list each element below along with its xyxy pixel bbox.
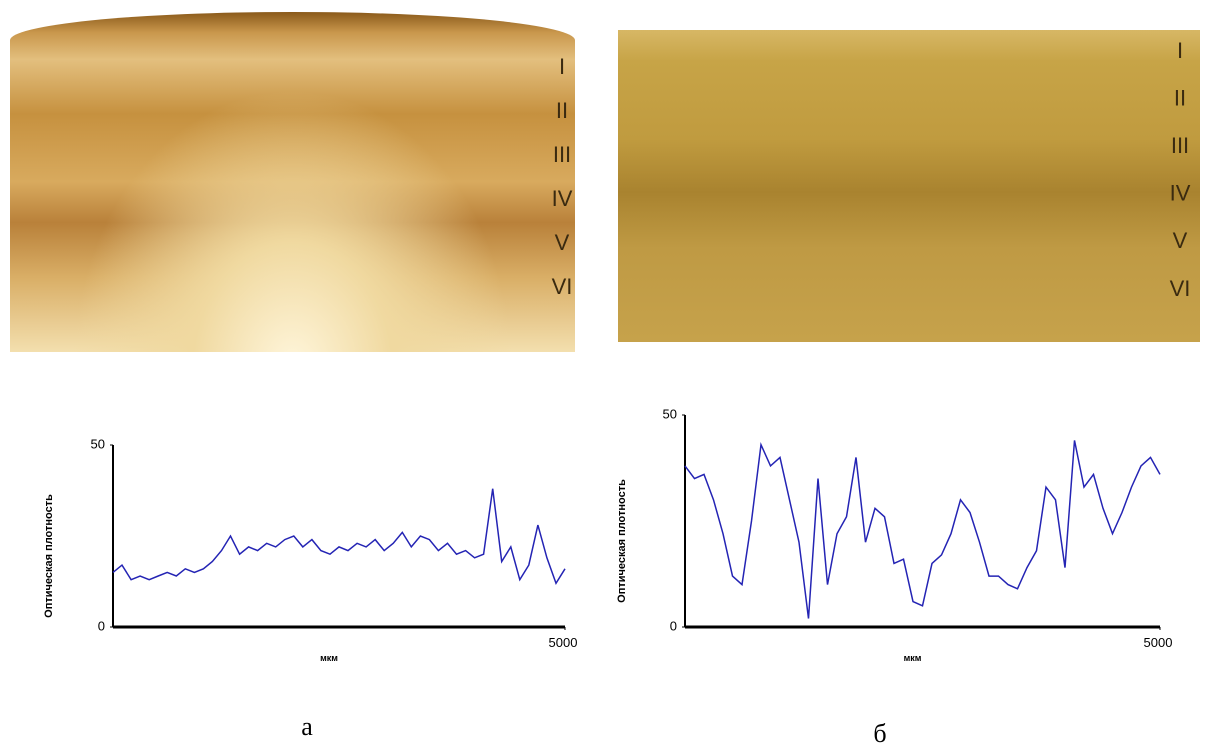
layer-label: V (555, 230, 570, 255)
layer-label: I (559, 54, 565, 79)
layer-label: V (1173, 228, 1188, 253)
layer-label: I (1177, 38, 1183, 63)
caption: б (873, 719, 886, 748)
micrograph (10, 12, 575, 352)
data-line (684, 440, 1161, 619)
layer-label: III (1171, 133, 1189, 158)
layer-label: IV (552, 186, 573, 211)
y-tick-label: 0 (670, 618, 677, 633)
micrograph (618, 30, 1200, 342)
layer-label: IV (1170, 181, 1191, 206)
x-axis-label: мкм (904, 653, 922, 663)
y-tick-label: 50 (91, 436, 105, 451)
layer-label: II (556, 98, 568, 123)
data-line (112, 488, 566, 586)
y-axis-label: Оптическая плотность (616, 479, 628, 603)
y-tick-label: 0 (98, 618, 105, 633)
layer-label: VI (1170, 276, 1191, 301)
layer-label: II (1174, 85, 1186, 110)
y-axis-label: Оптическая плотность (43, 494, 55, 618)
layer-label: VI (552, 274, 573, 299)
x-axis-label: мкм (320, 653, 338, 663)
caption: а (301, 712, 313, 741)
y-tick-label: 50 (663, 406, 677, 421)
x-tick-label: 5000 (1144, 635, 1173, 650)
layer-label: III (553, 142, 571, 167)
x-tick-label: 5000 (549, 635, 578, 650)
